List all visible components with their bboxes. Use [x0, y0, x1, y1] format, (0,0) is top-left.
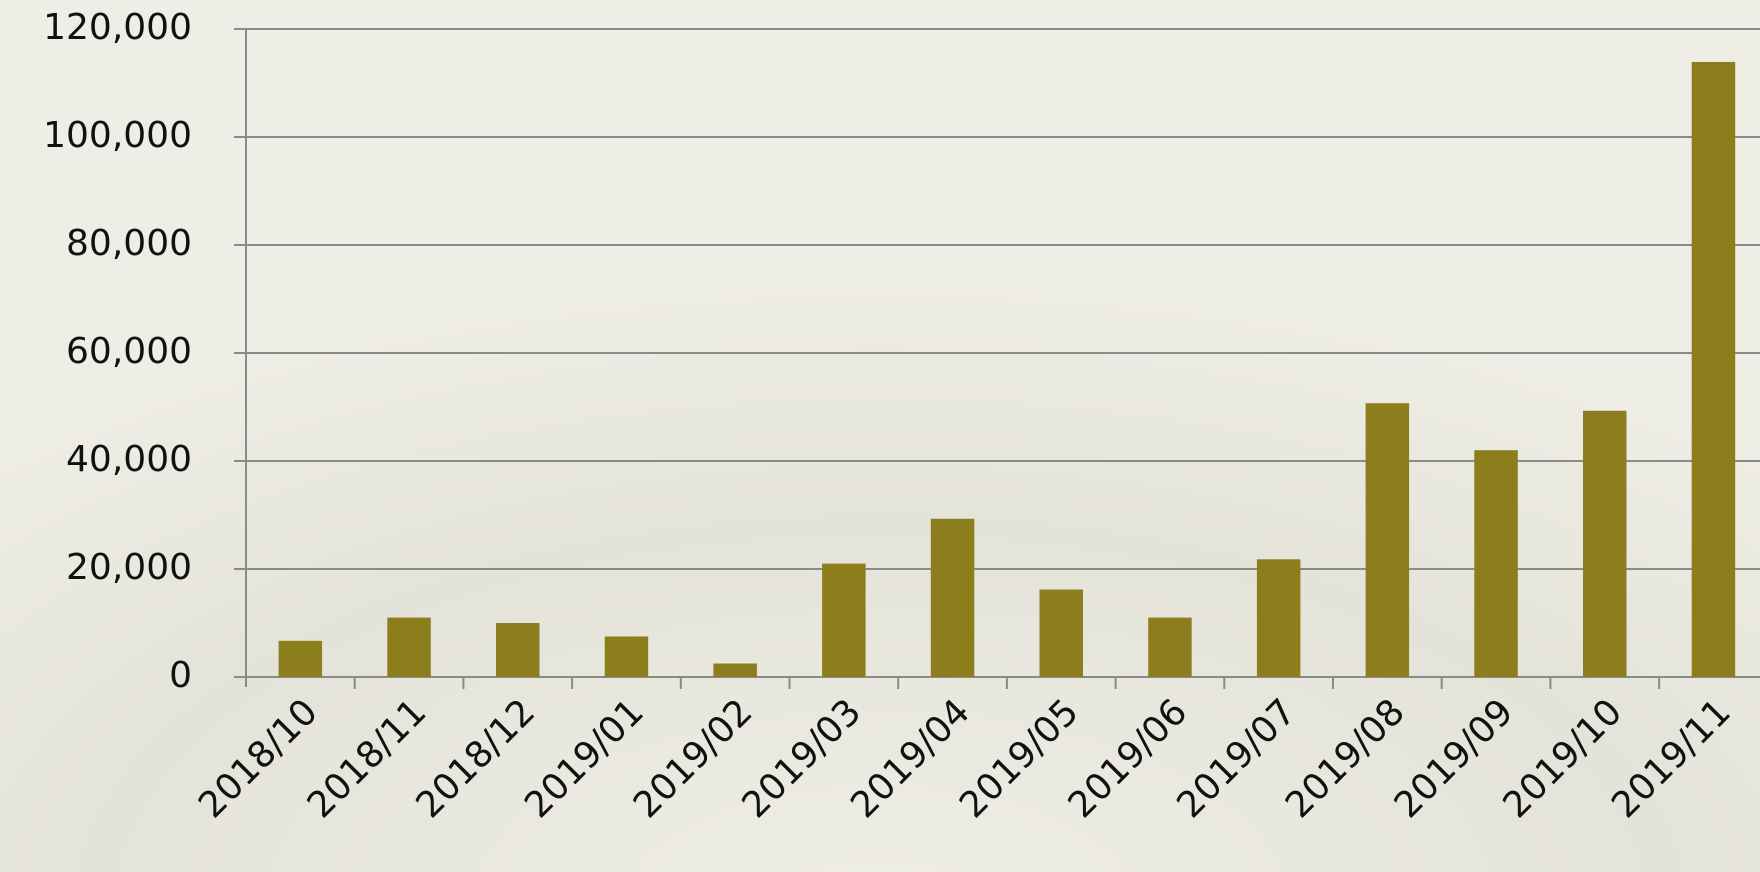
bar [822, 564, 865, 677]
page: 020,00040,00060,00080,000100,000120,0002… [0, 0, 1760, 872]
bar [1692, 62, 1735, 677]
chart: 020,00040,00060,00080,000100,000120,0002… [0, 0, 1760, 872]
y-tick-label: 40,000 [66, 439, 192, 480]
bar [387, 618, 430, 677]
bar [931, 519, 974, 677]
bar [1366, 403, 1409, 677]
y-tick-label: 120,000 [43, 7, 192, 48]
y-tick-label: 80,000 [66, 223, 192, 264]
bar [713, 664, 756, 678]
bar [1148, 618, 1191, 677]
y-tick-label: 0 [169, 655, 192, 696]
bar [1474, 450, 1517, 677]
y-tick-label: 100,000 [43, 115, 192, 156]
y-tick-label: 60,000 [66, 331, 192, 372]
bar [605, 637, 648, 678]
bar [1257, 559, 1300, 677]
bar [1040, 590, 1083, 677]
bar [496, 623, 539, 677]
bar [1583, 411, 1626, 677]
y-tick-label: 20,000 [66, 547, 192, 588]
bar [279, 641, 322, 677]
